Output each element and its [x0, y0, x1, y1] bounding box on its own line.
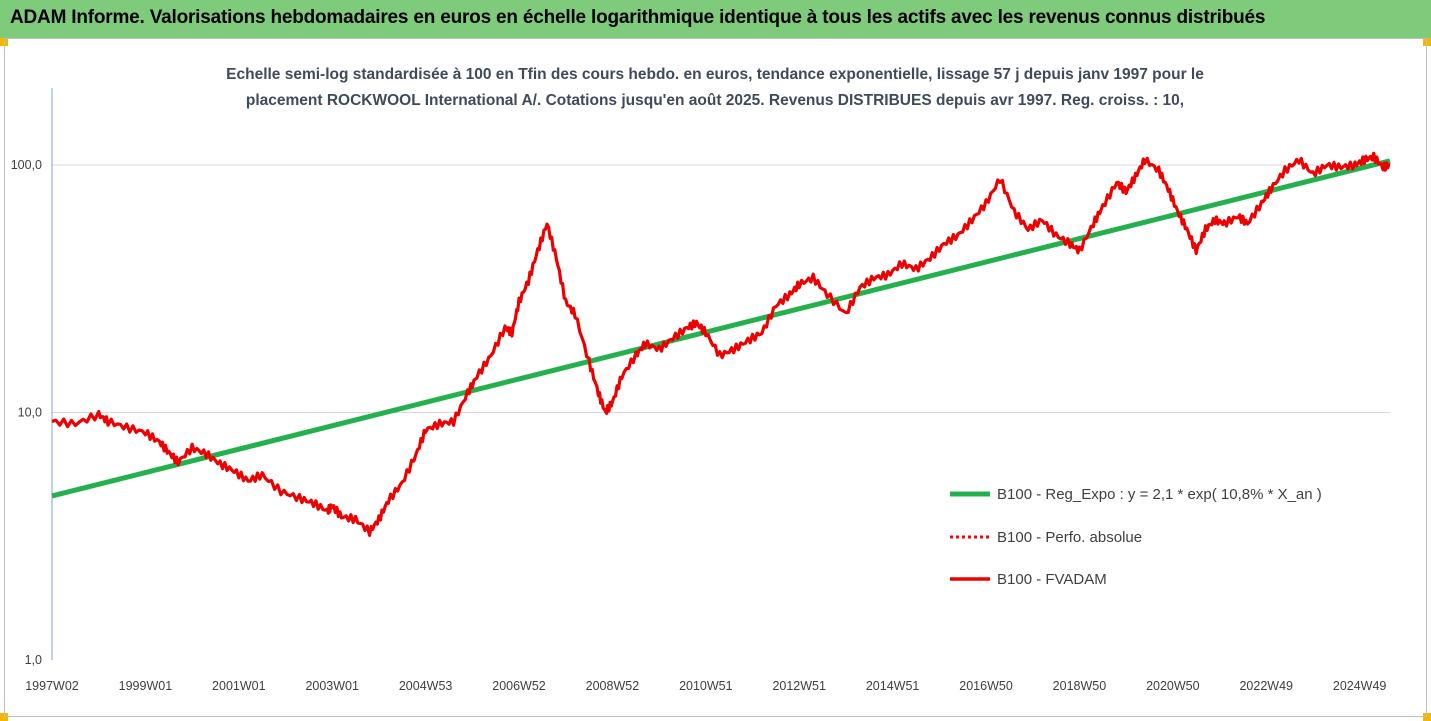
- y-tick-label: 1,0: [25, 653, 42, 667]
- x-tick-label: 2010W51: [679, 679, 733, 693]
- x-tick-label: 2006W52: [492, 679, 546, 693]
- x-tick-label: 2022W49: [1239, 679, 1293, 693]
- corner-marker-bottom-left: [0, 713, 8, 721]
- chart-subtitle-line2: placement ROCKWOOL International A/. Cot…: [245, 92, 1185, 109]
- x-tick-label: 2016W50: [959, 679, 1013, 693]
- corner-marker-top-right: [1423, 38, 1431, 46]
- legend-entry-performance-label: B100 - Perfo. absolue: [997, 529, 1142, 546]
- x-tick-label: 1997W02: [25, 679, 79, 693]
- x-tick-label: 1999W01: [119, 679, 173, 693]
- series-lines: [51, 151, 1391, 538]
- x-tick-label: 2018W50: [1053, 679, 1107, 693]
- x-tick-label: 2020W50: [1146, 679, 1200, 693]
- chart-subtitle-line1: Echelle semi-log standardisée à 100 en T…: [226, 66, 1204, 83]
- legend-entry-fvadam-label: B100 - FVADAM: [997, 571, 1107, 588]
- x-tick-labels: 1997W02 1999W01 2001W01 2003W01 2004W53 2006W…: [25, 679, 1386, 693]
- x-tick-label: 2008W52: [586, 679, 640, 693]
- x-tick-label: 2001W01: [212, 679, 266, 693]
- x-tick-label: 2024W49: [1333, 679, 1387, 693]
- chart-frame: [4, 38, 1427, 717]
- y-tick-labels: 1,0 10,0 100,0: [11, 158, 42, 667]
- y-tick-label: 100,0: [11, 158, 42, 172]
- fvadam-line: [51, 151, 1391, 538]
- x-tick-label: 2014W51: [866, 679, 920, 693]
- x-tick-label: 2012W51: [772, 679, 826, 693]
- corner-marker-bottom-right: [1423, 713, 1431, 721]
- regression-line: [51, 158, 1391, 499]
- legend: B100 - Reg_Expo : y = 2,1 * exp( 10,8% *…: [950, 486, 1322, 588]
- title-banner: ADAM Informe. Valorisations hebdomadaire…: [0, 0, 1431, 39]
- y-tick-label: 10,0: [18, 406, 42, 420]
- x-tick-label: 2003W01: [305, 679, 359, 693]
- x-tick-label: 2004W53: [399, 679, 453, 693]
- banner-title: ADAM Informe. Valorisations hebdomadaire…: [10, 7, 1266, 28]
- gridlines: [52, 164, 1390, 413]
- legend-entry-regression-label: B100 - Reg_Expo : y = 2,1 * exp( 10,8% *…: [997, 486, 1322, 503]
